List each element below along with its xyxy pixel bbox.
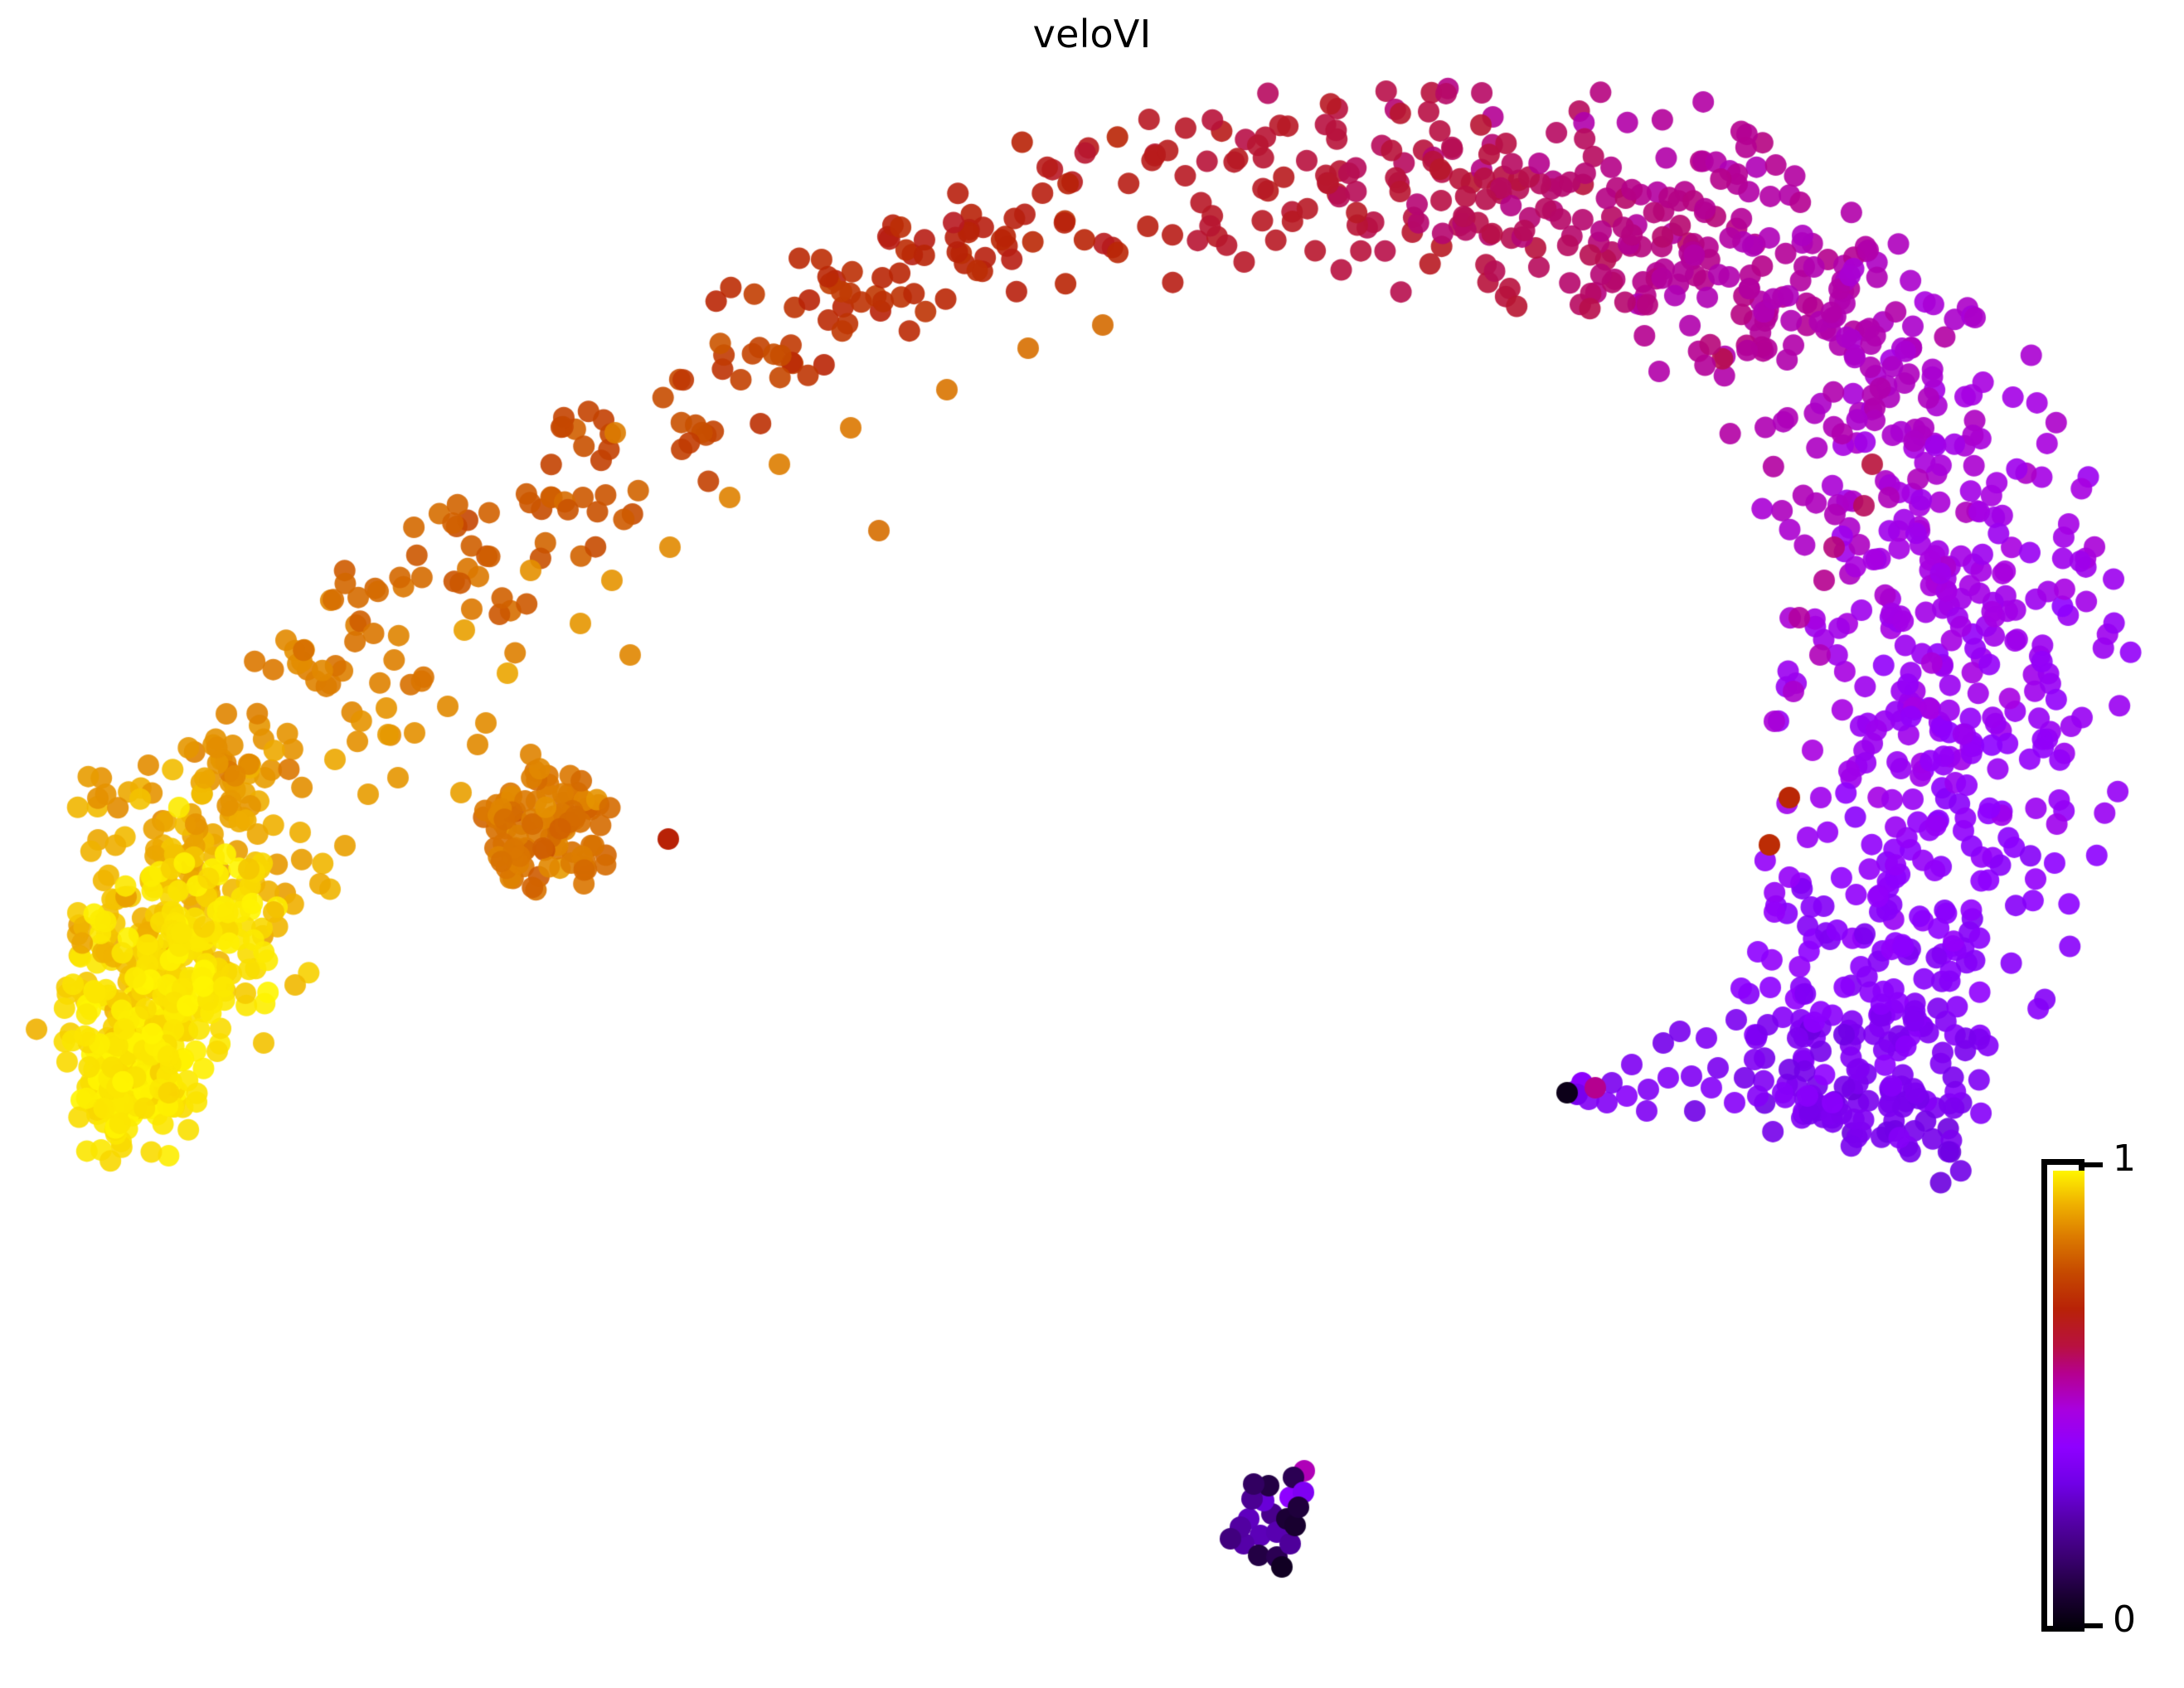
colorbar-frame <box>2041 1159 2085 1632</box>
colorbar: 1 0 <box>2041 1141 2184 1641</box>
colorbar-label-min: 0 <box>2113 1598 2136 1641</box>
colorbar-gradient <box>2053 1171 2085 1632</box>
colorbar-tick-min <box>2085 1623 2103 1628</box>
colorbar-tick-max <box>2085 1162 2103 1167</box>
colorbar-label-max: 1 <box>2113 1137 2136 1180</box>
